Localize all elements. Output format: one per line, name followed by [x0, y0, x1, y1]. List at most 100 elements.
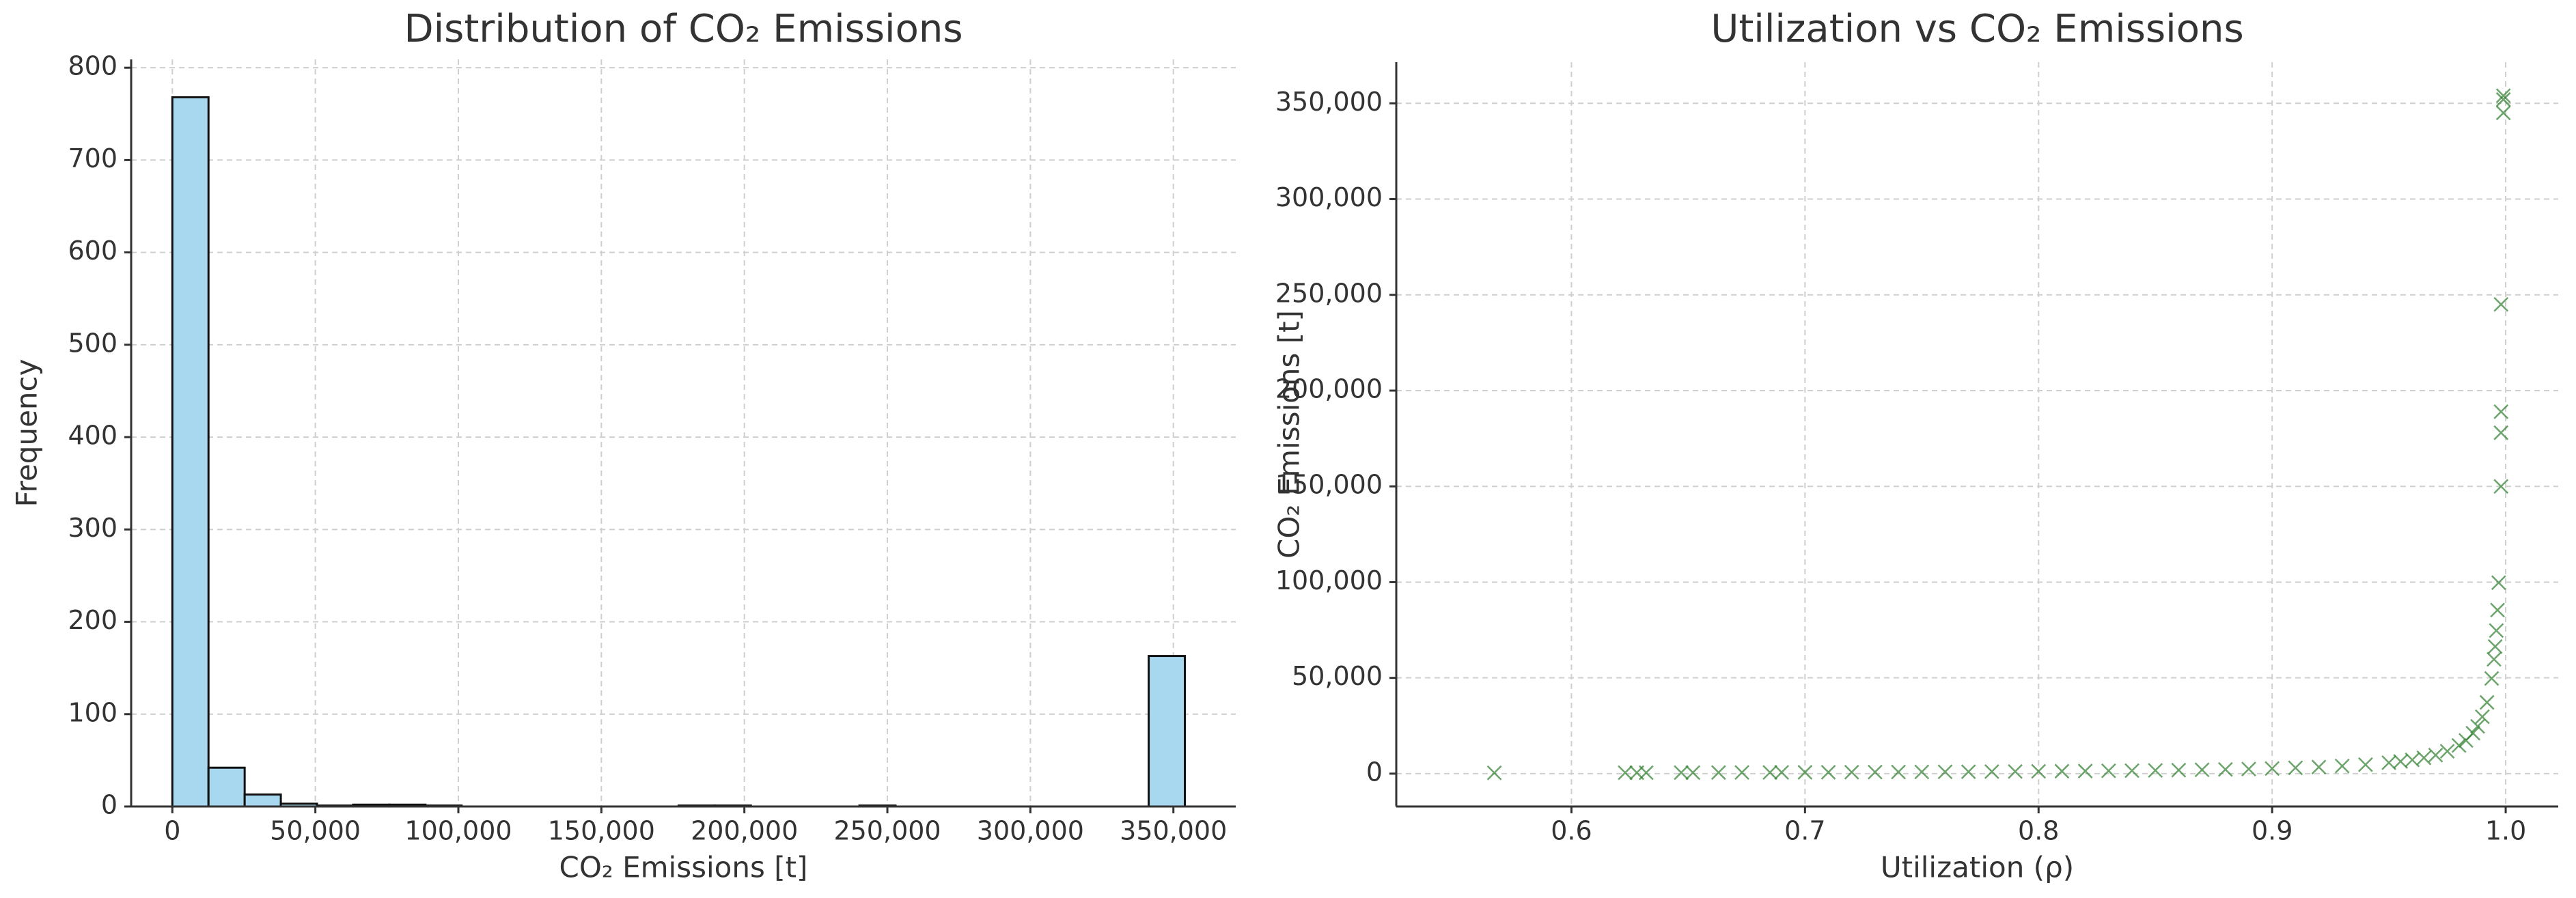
point: [2171, 762, 2187, 778]
point: [2493, 296, 2509, 312]
point: [2381, 755, 2397, 770]
x-axis-label: Utilization (ρ): [1881, 851, 2074, 884]
point: [2491, 575, 2506, 591]
point: [1937, 764, 1953, 780]
x-tick-label: 250,000: [833, 816, 941, 846]
point: [2008, 763, 2023, 779]
point: [2428, 747, 2443, 763]
point: [2358, 757, 2373, 772]
chart: 0 50,000 100,000 150,000 200,000 250,000 300,0…: [10, 7, 1236, 884]
point: [2241, 761, 2256, 776]
x-tick-label: 1.0: [2485, 816, 2526, 846]
chart-title: Utilization vs CO₂ Emissions: [1711, 7, 2243, 51]
y-tick-label: 800: [68, 51, 117, 81]
point: [1685, 765, 1701, 781]
point: [1868, 764, 1883, 780]
point: [2489, 623, 2504, 639]
y-tick-label: 0: [101, 790, 117, 820]
point: [2217, 761, 2233, 777]
y-tick-label: 100,000: [1275, 565, 1383, 595]
point: [2077, 763, 2093, 778]
point: [2495, 105, 2511, 121]
point: [2265, 761, 2280, 776]
x-tick-label: 150,000: [548, 816, 655, 846]
point: [1638, 765, 1654, 781]
y-tick-label: 250,000: [1275, 278, 1383, 308]
x-tick-label: 0.7: [1784, 816, 1825, 846]
point: [1961, 764, 1976, 779]
point: [2479, 694, 2495, 710]
chart: 0.6 0.7 0.8 0.9 1.0 0 50,000 100,000 150,000 200,…: [1273, 7, 2558, 884]
point: [2451, 738, 2467, 753]
y-tick-label: 150,000: [1275, 470, 1383, 500]
point: [1486, 765, 1502, 781]
point: [1734, 765, 1749, 781]
point: [2148, 763, 2163, 778]
point: [2470, 718, 2485, 734]
point: [1774, 765, 1790, 780]
y-axis-label: Frequency: [10, 359, 44, 507]
point: [2194, 762, 2210, 778]
point: [2311, 759, 2327, 775]
point: [2487, 651, 2502, 667]
point: [1984, 764, 1999, 779]
point: [2416, 750, 2432, 766]
point: [2124, 763, 2139, 778]
x-tick-label: 100,000: [404, 816, 512, 846]
x-tick-label: 300,000: [977, 816, 1084, 846]
y-tick-label: 400: [68, 421, 117, 451]
point: [2495, 88, 2511, 103]
y-tick-label: 50,000: [1292, 661, 1383, 691]
point: [2288, 760, 2303, 776]
y-tick-label: 100: [68, 697, 117, 727]
y-tick-label: 0: [1366, 757, 1383, 787]
y-tick-label: 700: [68, 143, 117, 173]
point: [1762, 765, 1777, 780]
x-tick-label: 200,000: [691, 816, 798, 846]
point: [2493, 425, 2509, 440]
point: [1797, 765, 1813, 780]
point: [1844, 764, 1859, 780]
y-tick-label: 200,000: [1275, 374, 1383, 404]
bar: [1148, 655, 1186, 808]
point: [2484, 671, 2499, 686]
point: [2474, 709, 2490, 725]
point: [2495, 92, 2511, 107]
point: [2101, 763, 2116, 778]
point: [2493, 404, 2509, 419]
y-tick-label: 300: [68, 513, 117, 543]
point: [2487, 639, 2503, 654]
bar: [243, 793, 282, 808]
y-tick-label: 600: [68, 236, 117, 266]
x-tick-label: 0.8: [2018, 816, 2059, 846]
y-tick-label: 350,000: [1275, 87, 1383, 117]
x-tick-label: 0.9: [2252, 816, 2293, 846]
point: [1618, 765, 1633, 781]
point: [2031, 763, 2047, 779]
y-tick-label: 500: [68, 328, 117, 358]
point: [2493, 479, 2509, 494]
x-tick-label: 0: [164, 816, 180, 846]
point: [1891, 764, 1906, 780]
y-tick-label: 200: [68, 605, 117, 635]
bar: [207, 766, 246, 808]
x-axis-label: CO₂ Emissions [t]: [559, 851, 808, 884]
point: [2405, 752, 2420, 768]
point: [2439, 744, 2455, 759]
point: [2334, 758, 2350, 774]
x-tick-label: 0.6: [1551, 816, 1592, 846]
x-tick-label: 50,000: [270, 816, 361, 846]
point: [1674, 765, 1689, 781]
y-tick-label: 300,000: [1275, 182, 1383, 212]
point: [1711, 765, 1726, 781]
point: [2465, 725, 2481, 741]
chart-title: Distribution of CO₂ Emissions: [404, 7, 962, 51]
point: [2490, 602, 2505, 618]
bar: [171, 96, 210, 808]
point: [1914, 764, 1930, 780]
point: [2054, 763, 2070, 779]
x-tick-label: 350,000: [1120, 816, 1227, 846]
point: [1820, 764, 1836, 780]
y-axis-label: CO₂ Emissions [t]: [1273, 310, 1306, 559]
